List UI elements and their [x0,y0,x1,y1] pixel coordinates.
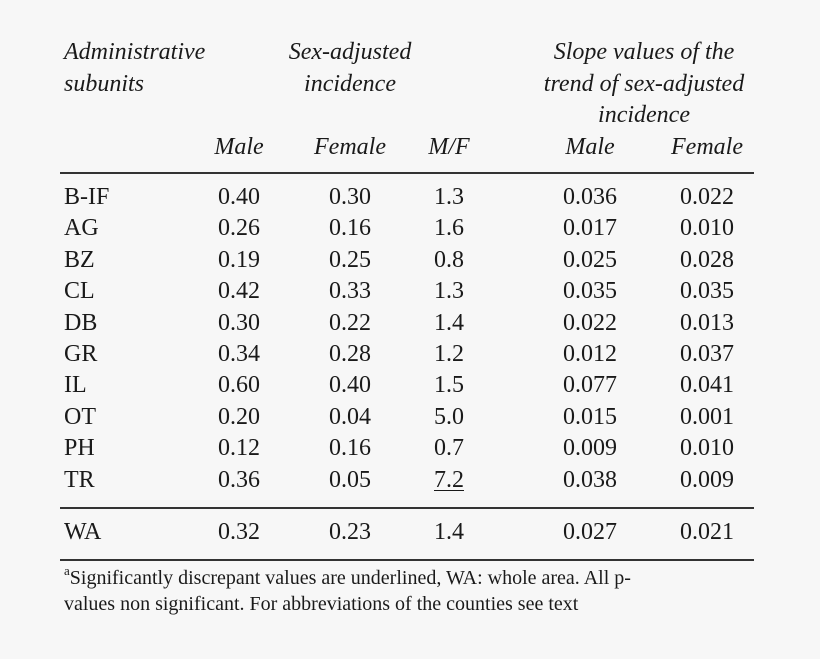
header-slope-line1: Slope values of the [553,39,735,65]
cell-slope-male: 0.015 [563,403,617,430]
cell-mf: 1.4 [434,309,464,336]
cell-unit: DB [64,309,98,336]
cell-mf: 1.5 [434,372,464,399]
cell-mf: 0.8 [434,246,464,273]
cell-unit: BZ [64,246,95,273]
cell-male: 0.26 [218,215,260,242]
cell-female: 0.22 [329,309,371,336]
cell-slope-female: 0.041 [680,372,734,399]
cell-unit: TR [64,466,95,493]
total-rule [60,507,754,509]
cell-female: 0.16 [329,215,371,242]
cell-slope-male: 0.036 [563,184,617,210]
cell-mf: 5.0 [434,403,464,430]
footnote-line2: values non significant. For abbreviation… [64,593,579,615]
header-admin-line1: Administrative [64,39,206,65]
cell-male: 0.34 [218,341,260,367]
total-slope-female: 0.021 [680,519,734,545]
cell-mf: 0.7 [434,435,464,462]
cell-unit: B-IF [64,184,110,210]
cell-unit: IL [64,372,87,399]
header-admin-line2: subunits [64,71,145,97]
cell-slope-female: 0.022 [680,184,734,210]
header-female: Female [314,134,386,160]
cell-male: 0.60 [218,372,260,399]
header-slope-line2: trend of sex-adjusted [543,71,745,97]
cell-slope-female: 0.028 [680,246,734,273]
cell-slope-female: 0.035 [680,278,734,305]
total-male: 0.32 [218,519,260,545]
cell-slope-male: 0.077 [563,372,617,399]
cell-mf: 1.3 [434,184,464,210]
cell-female: 0.28 [329,341,371,367]
total-unit: WA [64,519,102,545]
cell-slope-male: 0.012 [563,341,617,367]
cell-slope-male: 0.022 [563,309,617,336]
header-sex-adjusted-line2: incidence [304,71,396,97]
footnote-line1: aSignificantly discrepant values are und… [64,563,631,591]
cell-unit: GR [64,341,98,367]
cell-slope-female: 0.013 [680,309,734,336]
cell-slope-male: 0.017 [563,215,617,242]
cell-female: 0.33 [329,278,371,305]
cell-mf: 1.3 [434,278,464,305]
cell-slope-female: 0.009 [680,466,734,493]
cell-mf: 1.2 [434,341,464,367]
cell-male: 0.42 [218,278,260,305]
header-slope-line3: incidence [598,102,690,128]
cell-male: 0.36 [218,466,260,493]
cell-male: 0.12 [218,435,260,462]
footer-rule [60,559,754,561]
cell-unit: OT [64,403,96,430]
cell-unit: PH [64,435,95,462]
header-rule [60,172,754,174]
header-sex-adjusted-line1: Sex-adjusted [288,39,412,65]
cell-unit: AG [64,215,99,242]
cell-slope-male: 0.009 [563,435,617,462]
total-slope-male: 0.027 [563,519,617,545]
cell-slope-male: 0.025 [563,246,617,273]
cell-slope-female: 0.010 [680,215,734,242]
cell-male: 0.20 [218,403,260,430]
total-mf: 1.4 [434,519,464,545]
cell-female: 0.40 [329,372,371,399]
cell-female: 0.30 [329,184,371,210]
cell-unit: CL [64,278,95,305]
header-slope-female: Female [671,134,743,160]
cell-male: 0.40 [218,184,260,210]
cell-male: 0.30 [218,309,260,336]
total-female: 0.23 [329,519,371,545]
cell-female: 0.05 [329,466,371,493]
cell-slope-female: 0.037 [680,341,734,367]
header-mf: M/F [428,134,470,160]
cell-mf: 7.2 [434,466,464,493]
cell-slope-male: 0.035 [563,278,617,305]
header-slope-male: Male [565,134,615,160]
header-male: Male [214,134,264,160]
footnote-text-line1: Significantly discrepant values are unde… [69,567,631,589]
cell-female: 0.16 [329,435,371,462]
cell-male: 0.19 [218,246,260,273]
cell-slope-male: 0.038 [563,466,617,493]
cell-slope-female: 0.001 [680,403,734,430]
cell-slope-female: 0.010 [680,435,734,462]
cell-female: 0.25 [329,246,371,273]
cell-female: 0.04 [329,403,371,430]
cell-mf: 1.6 [434,215,464,242]
footnote-marker: a [64,563,70,578]
